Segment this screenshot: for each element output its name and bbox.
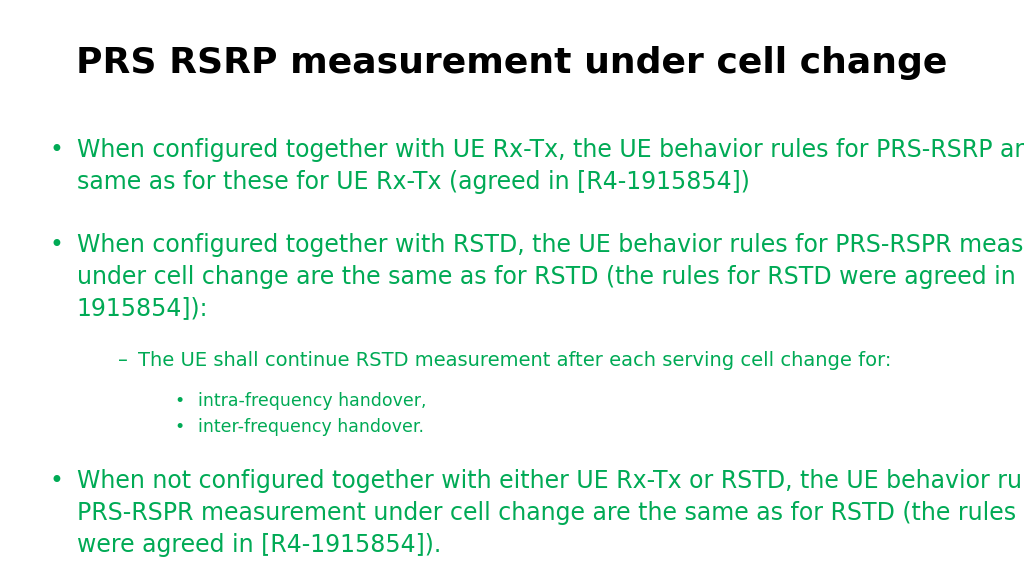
Text: PRS RSRP measurement under cell change: PRS RSRP measurement under cell change xyxy=(77,46,947,80)
Text: •: • xyxy=(174,418,184,435)
Text: The UE shall continue RSTD measurement after each serving cell change for:: The UE shall continue RSTD measurement a… xyxy=(138,351,892,370)
Text: •: • xyxy=(49,233,63,257)
Text: When configured together with RSTD, the UE behavior rules for PRS-RSPR measureme: When configured together with RSTD, the … xyxy=(77,233,1024,320)
Text: •: • xyxy=(49,138,63,162)
Text: When configured together with UE Rx-Tx, the UE behavior rules for PRS-RSRP are t: When configured together with UE Rx-Tx, … xyxy=(77,138,1024,194)
Text: When not configured together with either UE Rx-Tx or RSTD, the UE behavior rules: When not configured together with either… xyxy=(77,469,1024,556)
Text: inter-frequency handover.: inter-frequency handover. xyxy=(198,418,424,435)
Text: intra-frequency handover,: intra-frequency handover, xyxy=(198,392,426,410)
Text: –: – xyxy=(118,351,128,370)
Text: •: • xyxy=(49,469,63,494)
Text: •: • xyxy=(174,392,184,410)
